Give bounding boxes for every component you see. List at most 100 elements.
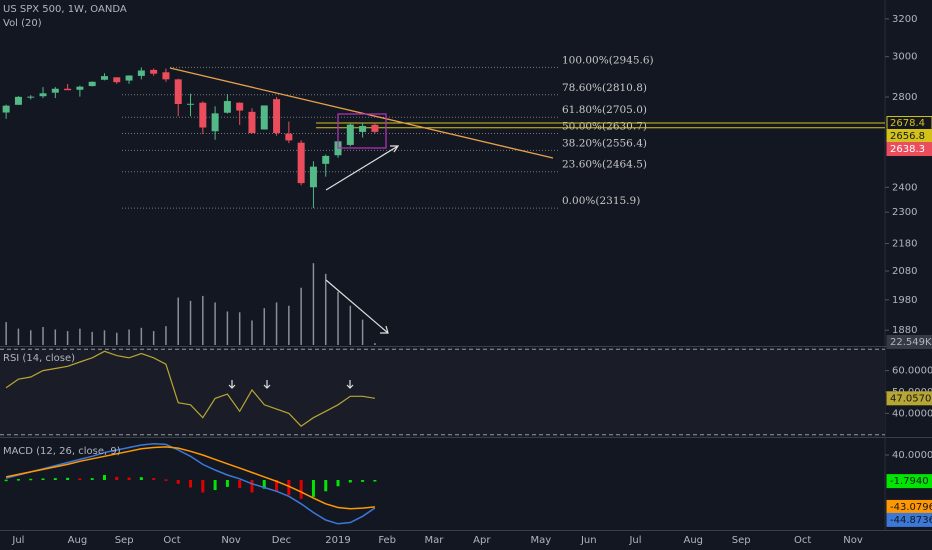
candle-body — [199, 102, 207, 128]
price-tag — [886, 142, 932, 157]
candle-body — [2, 105, 10, 113]
fib-label: 78.60%(2810.8) — [562, 82, 647, 94]
volume-bar — [116, 332, 118, 345]
price-tag — [886, 391, 932, 406]
histogram-bar — [115, 476, 119, 480]
histogram-bar — [66, 477, 70, 480]
x-tick-label: Jun — [580, 535, 597, 546]
histogram-bar — [90, 478, 94, 480]
histogram-bar — [238, 480, 242, 489]
candle-body — [64, 88, 72, 91]
price-tag-label: -43.0796 — [890, 502, 932, 513]
volume-bar — [374, 343, 376, 345]
volume-title: Vol (20) — [3, 18, 42, 29]
fib-label: 50.00%(2630.7) — [562, 121, 647, 133]
fib-label: 61.80%(2705.0) — [562, 104, 647, 116]
price-tag-label: 2638.3 — [890, 144, 925, 155]
fib-label: 38.20%(2556.4) — [562, 137, 647, 149]
volume-bar — [5, 322, 7, 345]
x-tick-label: Nov — [221, 535, 241, 546]
histogram-bar — [78, 478, 82, 480]
price-tag-label: -44.8736 — [890, 515, 932, 526]
histogram-bar — [127, 477, 131, 480]
volume-bar — [275, 302, 278, 345]
x-tick-label: Jul — [11, 535, 24, 546]
histogram-bar — [41, 478, 45, 480]
y-tick-label: 2800 — [892, 92, 917, 103]
volume-bar — [251, 320, 253, 345]
price-tag-label: 2678.4 — [890, 118, 925, 129]
arrow-head — [380, 325, 389, 334]
price-tag-label: -1.7940 — [890, 476, 929, 487]
fib-label: 100.00%(2945.6) — [562, 54, 654, 66]
x-tick-label: Oct — [163, 535, 180, 546]
volume-bar — [324, 273, 327, 345]
volume-bar — [165, 326, 167, 345]
x-tick-label: Mar — [424, 535, 444, 546]
price-tag — [886, 512, 932, 527]
fib-label: 0.00%(2315.9) — [562, 195, 640, 207]
candle-body — [174, 79, 182, 104]
candle-body — [137, 70, 145, 76]
volume-bar — [66, 331, 69, 345]
macd-line — [5, 443, 376, 525]
y-tick-label: 2180 — [892, 239, 917, 250]
arrows — [228, 145, 400, 389]
candle-body — [322, 155, 330, 164]
candle-body — [309, 166, 317, 188]
histogram-bar — [201, 480, 205, 493]
volume-bar — [300, 287, 302, 345]
x-tick-label: Apr — [473, 535, 491, 546]
arrow — [325, 145, 399, 191]
y-tick-label: 1980 — [892, 295, 917, 306]
candle-body — [371, 124, 379, 132]
volume-bar — [29, 330, 32, 345]
price-tag — [886, 335, 932, 349]
arrow — [325, 279, 389, 334]
price-tag-label: 22.549K — [890, 337, 932, 348]
histogram-bar — [152, 478, 156, 480]
highlight-box — [337, 113, 387, 149]
candle-body — [223, 101, 231, 113]
volume-bar — [54, 329, 57, 345]
histogram-bar — [311, 480, 315, 497]
x-tick-label: Sep — [732, 535, 751, 546]
x-tick-label: Jul — [628, 535, 641, 546]
histogram-bar — [361, 480, 365, 482]
histogram-bar — [164, 479, 168, 481]
histogram-bar — [287, 480, 291, 495]
x-tick-label: Sep — [115, 535, 134, 546]
candle-body — [187, 103, 195, 105]
volume-bar — [128, 329, 130, 345]
x-tick-label: 2019 — [325, 535, 350, 546]
price-tag-label: 2656.8 — [890, 131, 925, 142]
y-tick-label: 1880 — [892, 325, 917, 336]
rsi-title: RSI (14, close) — [3, 353, 75, 364]
candle-body — [88, 81, 96, 87]
candle-body — [150, 69, 158, 74]
candle-body — [27, 96, 35, 98]
y-tick-label: 40.0000 — [892, 450, 932, 461]
y-tick-label: 40.0000 — [892, 408, 932, 419]
histogram-bar — [225, 480, 229, 487]
volume-bar — [42, 327, 44, 345]
candle-body — [236, 102, 244, 111]
candle-body — [211, 113, 219, 132]
y-tick-label: 2080 — [892, 266, 917, 277]
candle-body — [297, 142, 305, 184]
volume-bar — [17, 328, 20, 345]
volume-bar — [91, 331, 93, 345]
rsi-background — [0, 348, 885, 437]
histogram-bar — [373, 480, 377, 482]
histogram-bar — [348, 480, 352, 483]
candle-body — [260, 105, 268, 130]
y-tick-label: 3200 — [892, 14, 917, 25]
histogram-bar — [250, 480, 254, 493]
candle-body — [113, 77, 121, 83]
volume-bar — [226, 311, 229, 345]
plot-layer: 100.00%(2945.6) 78.60%(2810.8) 61.80%(2705… — [0, 54, 885, 525]
volume-bar — [238, 312, 241, 345]
rsi-line — [5, 350, 375, 427]
histogram-bar — [139, 477, 143, 480]
